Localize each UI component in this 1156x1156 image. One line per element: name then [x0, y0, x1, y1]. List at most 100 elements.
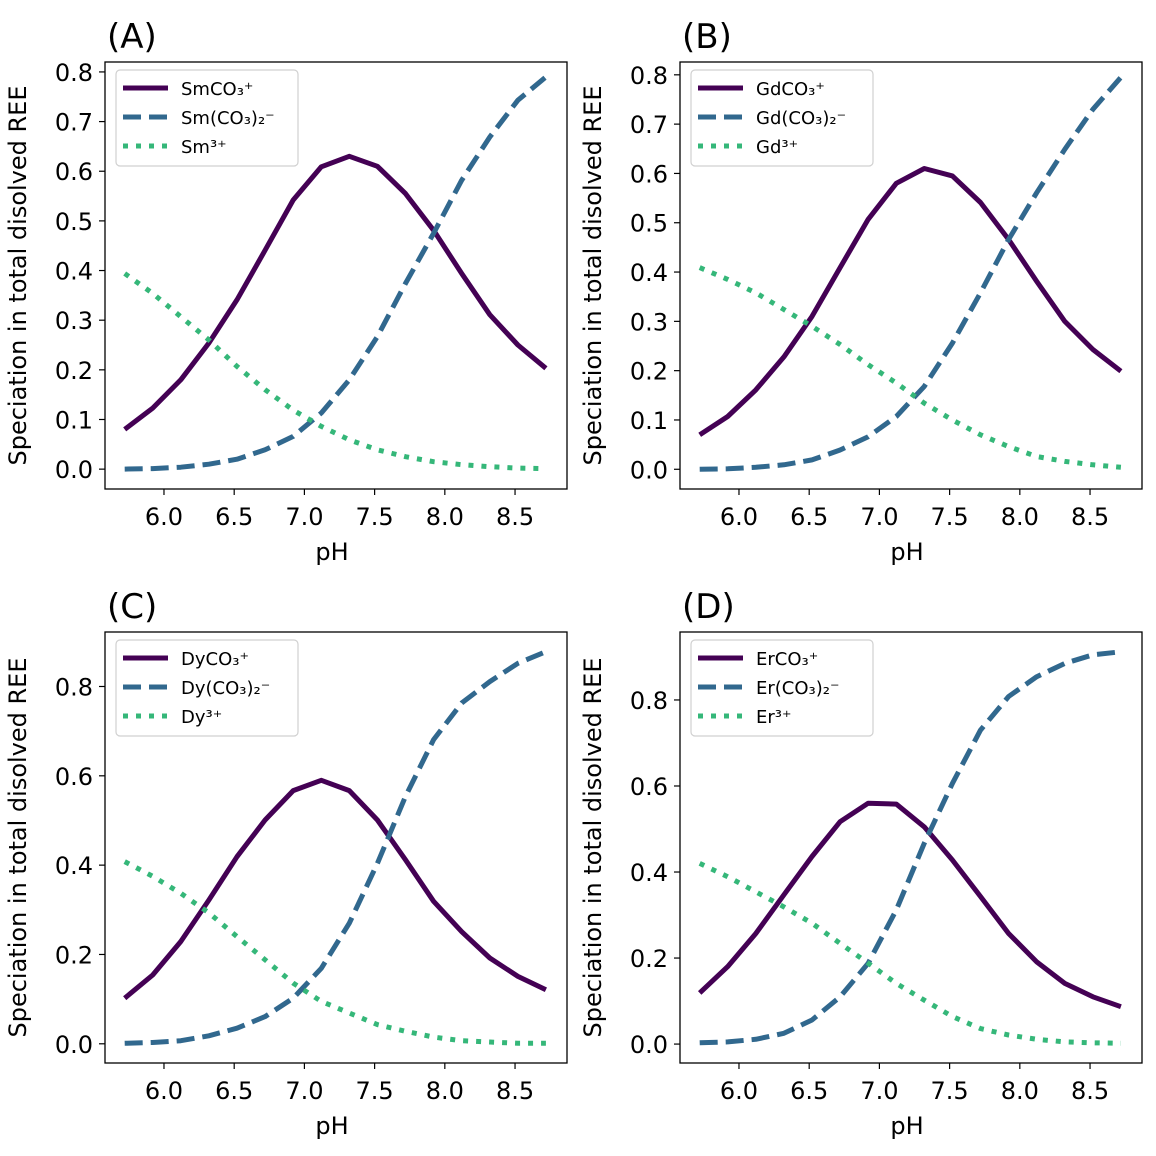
- x-tick-label: 7.0: [285, 503, 323, 531]
- legend-entry-label: GdCO₃⁺: [756, 79, 825, 100]
- series-line-dotted: [698, 265, 1122, 470]
- subplot-d: (D) 6.0 6.5 7.0 7.5 8.0 8.5 0.0 0.2 0.4 0.6 0.8 pH Sp…: [579, 587, 1143, 1140]
- y-tick-label: 0.0: [630, 1031, 668, 1059]
- y-tick-label: 0.6: [55, 763, 93, 791]
- y-tick-label: 0.1: [630, 407, 668, 435]
- x-tick-label: 8.5: [496, 1077, 534, 1105]
- x-tick-label: 7.5: [356, 503, 394, 531]
- panel-label: (D): [682, 587, 735, 627]
- x-tick-label: 8.5: [1071, 1077, 1109, 1105]
- legend: GdCO₃⁺ Gd(CO₃)₂⁻ Gd³⁺: [690, 69, 874, 167]
- y-tick-label: 0.5: [55, 208, 93, 236]
- subplot-b: (B) 6.0 6.5 7.0 7.5 8.0 8.5 0.0 0.1 0.2 0.3 0.4 0.5 0…: [579, 17, 1143, 566]
- x-tick-label: 8.0: [426, 1077, 464, 1105]
- y-axis-label: Speciation in total disolved REE: [4, 85, 32, 465]
- y-tick-label: 0.4: [55, 852, 93, 880]
- x-tick-label: 6.5: [215, 1077, 253, 1105]
- panel-label: (C): [107, 587, 157, 627]
- y-tick-label: 0.8: [630, 687, 668, 715]
- axes-frame: [104, 631, 568, 1064]
- legend-entry-label: ErCO₃⁺: [756, 649, 818, 670]
- series-line-solid: [698, 166, 1123, 437]
- y-axis-label: Speciation in total disolved REE: [579, 85, 607, 465]
- x-tick-label: 7.0: [285, 1077, 323, 1105]
- x-tick-label: 8.0: [426, 503, 464, 531]
- x-tick-label: 6.0: [145, 1077, 183, 1105]
- x-tick-label: 6.0: [145, 503, 183, 531]
- legend-entry-label: SmCO₃⁺: [181, 79, 253, 100]
- legend-entry-label: Dy³⁺: [181, 707, 222, 728]
- legend-box: [115, 639, 299, 737]
- y-tick-label: 0.2: [55, 357, 93, 385]
- y-tick-label: 0.2: [630, 358, 668, 386]
- x-tick-label: 7.5: [931, 503, 969, 531]
- x-axis-label: pH: [315, 1112, 348, 1140]
- panel-label: (B): [682, 17, 732, 57]
- y-tick-label: 0.0: [55, 1031, 93, 1059]
- legend-box: [115, 69, 299, 167]
- legend-entry-label: Dy(CO₃)₂⁻: [181, 678, 270, 699]
- series-line-dotted: [698, 861, 1121, 1046]
- series-line-dashed: [699, 75, 1123, 472]
- legend-entry-label: Er(CO₃)₂⁻: [756, 678, 840, 699]
- axes-frame: [679, 61, 1143, 490]
- x-axis-label: pH: [315, 538, 348, 566]
- y-tick-label: 0.4: [630, 259, 668, 287]
- series-line-dashed: [124, 649, 547, 1046]
- x-tick-label: 6.0: [720, 503, 758, 531]
- panel-label: (A): [107, 17, 157, 57]
- series-line-solid: [123, 153, 548, 432]
- x-tick-label: 7.5: [931, 1077, 969, 1105]
- y-tick-label: 0.6: [630, 773, 668, 801]
- x-tick-label: 8.5: [1071, 503, 1109, 531]
- y-tick-label: 0.3: [55, 307, 93, 335]
- x-tick-label: 7.0: [860, 503, 898, 531]
- subplot-a: (A) 6.0 6.5 7.0 7.5 8.0 8.5 0.0 0.1 0.2 0.3 0.4 0.5 0…: [4, 17, 568, 566]
- y-tick-label: 0.5: [630, 210, 668, 238]
- y-tick-label: 0.4: [55, 258, 93, 286]
- subplot-c: (C) 6.0 6.5 7.0 7.5 8.0 8.5 0.0 0.2 0.4 0.6 0.8 pH Sp…: [4, 587, 568, 1140]
- series-line-dashed: [124, 74, 548, 472]
- x-tick-label: 8.0: [1001, 1077, 1039, 1105]
- legend-box: [690, 69, 874, 167]
- x-tick-label: 6.5: [790, 503, 828, 531]
- x-tick-label: 8.5: [496, 503, 534, 531]
- series-line-dotted: [123, 859, 546, 1046]
- legend-entry-label: Gd³⁺: [756, 137, 798, 158]
- legend: DyCO₃⁺ Dy(CO₃)₂⁻ Dy³⁺: [115, 639, 299, 737]
- x-axis-label: pH: [890, 538, 923, 566]
- series-line-solid: [123, 777, 547, 1001]
- series-line-dashed: [699, 649, 1122, 1046]
- y-tick-label: 0.0: [630, 456, 668, 484]
- legend-entry-label: Sm(CO₃)₂⁻: [181, 108, 275, 129]
- y-axis-label: Speciation in total disolved REE: [579, 657, 607, 1037]
- y-tick-label: 0.8: [55, 673, 93, 701]
- y-tick-label: 0.4: [630, 859, 668, 887]
- legend-entry-label: Gd(CO₃)₂⁻: [756, 108, 846, 129]
- y-tick-label: 0.6: [630, 160, 668, 188]
- y-tick-label: 0.2: [630, 945, 668, 973]
- legend-entry-label: DyCO₃⁺: [181, 649, 249, 670]
- y-tick-label: 0.0: [55, 456, 93, 484]
- legend-entry-label: Er³⁺: [756, 707, 792, 728]
- axes-frame: [104, 61, 568, 490]
- y-tick-label: 0.2: [55, 941, 93, 969]
- x-tick-label: 6.0: [720, 1077, 758, 1105]
- y-tick-label: 0.1: [55, 406, 93, 434]
- x-tick-label: 7.5: [356, 1077, 394, 1105]
- y-tick-label: 0.6: [55, 158, 93, 186]
- x-tick-label: 6.5: [215, 503, 253, 531]
- legend: SmCO₃⁺ Sm(CO₃)₂⁻ Sm³⁺: [115, 69, 299, 167]
- x-tick-label: 7.0: [860, 1077, 898, 1105]
- x-axis-label: pH: [890, 1112, 923, 1140]
- series-line-solid: [697, 800, 1122, 1010]
- legend-entry-label: Sm³⁺: [181, 137, 227, 158]
- y-tick-label: 0.7: [55, 109, 93, 137]
- y-tick-label: 0.8: [630, 62, 668, 90]
- axes-frame: [679, 631, 1143, 1064]
- legend: ErCO₃⁺ Er(CO₃)₂⁻ Er³⁺: [690, 639, 874, 737]
- y-tick-label: 0.3: [630, 308, 668, 336]
- y-axis-label: Speciation in total disolved REE: [4, 657, 32, 1037]
- x-tick-label: 6.5: [790, 1077, 828, 1105]
